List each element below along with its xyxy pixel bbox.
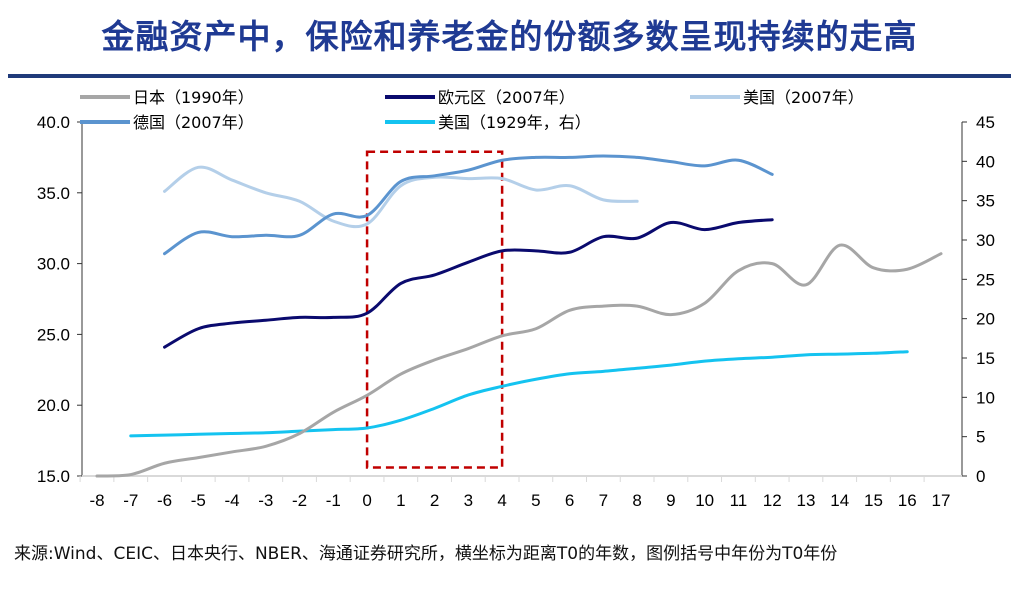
title-divider bbox=[8, 74, 1011, 78]
x-tick-label: 8 bbox=[632, 491, 641, 510]
y-tick-label: 20.0 bbox=[37, 396, 70, 415]
x-tick-label: 16 bbox=[898, 491, 917, 510]
page-title: 金融资产中，保险和养老金的份额多数呈现持续的走高 bbox=[101, 17, 918, 56]
y2-tick-label: 15 bbox=[976, 349, 995, 368]
legend-label: 美国（1929年，右） bbox=[438, 113, 591, 132]
x-tick-label: -5 bbox=[191, 491, 206, 510]
highlight-box bbox=[365, 150, 504, 469]
x-tick-label: 17 bbox=[932, 491, 951, 510]
y-tick-label: 30.0 bbox=[37, 255, 70, 274]
x-tick-label: -4 bbox=[224, 491, 239, 510]
x-tick-label: 11 bbox=[730, 491, 748, 510]
y-tick-label: 25.0 bbox=[37, 325, 70, 344]
y2-tick-label: 45 bbox=[976, 113, 995, 132]
source-note: 来源:Wind、CEIC、日本央行、NBER、海通证券研究所，横坐标为距离T0的… bbox=[14, 544, 838, 564]
y2-tick-label: 10 bbox=[976, 388, 995, 407]
x-tick-label: 7 bbox=[599, 491, 608, 510]
x-tick-label: 0 bbox=[362, 491, 371, 510]
y-tick-label: 40.0 bbox=[37, 113, 70, 132]
x-tick-label: -7 bbox=[123, 491, 138, 510]
y2-tick-label: 5 bbox=[976, 428, 985, 447]
x-tick-label: 5 bbox=[531, 491, 540, 510]
legend-label: 日本（1990年） bbox=[133, 88, 254, 107]
x-tick-label: 14 bbox=[830, 491, 849, 510]
y2-tick-label: 20 bbox=[976, 310, 995, 329]
series-line-4 bbox=[129, 350, 909, 438]
x-tick-label: 9 bbox=[666, 491, 675, 510]
y2-tick-label: 35 bbox=[976, 192, 995, 211]
x-tick-label: -1 bbox=[326, 491, 341, 510]
x-tick-label: -3 bbox=[258, 491, 273, 510]
x-tick-label: -2 bbox=[292, 491, 307, 510]
x-tick-label: 3 bbox=[464, 491, 473, 510]
x-tick-label: 10 bbox=[695, 491, 714, 510]
y-tick-label: 15.0 bbox=[37, 467, 70, 486]
y2-tick-label: 25 bbox=[976, 270, 995, 289]
y-tick-label: 35.0 bbox=[37, 184, 70, 203]
series-line-0 bbox=[95, 243, 943, 478]
x-tick-label: 13 bbox=[796, 491, 815, 510]
legend-label: 德国（2007年） bbox=[133, 113, 254, 132]
series-line-1 bbox=[163, 218, 774, 349]
x-tick-label: 2 bbox=[430, 491, 439, 510]
series-line-3 bbox=[163, 154, 774, 256]
y2-tick-label: 30 bbox=[976, 231, 995, 250]
x-tick-label: 12 bbox=[763, 491, 782, 510]
x-tick-label: -6 bbox=[157, 491, 172, 510]
x-tick-label: -8 bbox=[89, 491, 104, 510]
x-tick-label: 6 bbox=[565, 491, 574, 510]
series-line-2 bbox=[163, 165, 639, 229]
x-tick-label: 1 bbox=[396, 491, 405, 510]
y2-tick-label: 40 bbox=[976, 152, 995, 171]
legend-label: 美国（2007年） bbox=[743, 88, 864, 107]
x-tick-label: 15 bbox=[864, 491, 883, 510]
legend-label: 欧元区（2007年） bbox=[438, 88, 575, 107]
y2-tick-label: 0 bbox=[976, 467, 985, 486]
x-tick-label: 4 bbox=[497, 491, 506, 510]
